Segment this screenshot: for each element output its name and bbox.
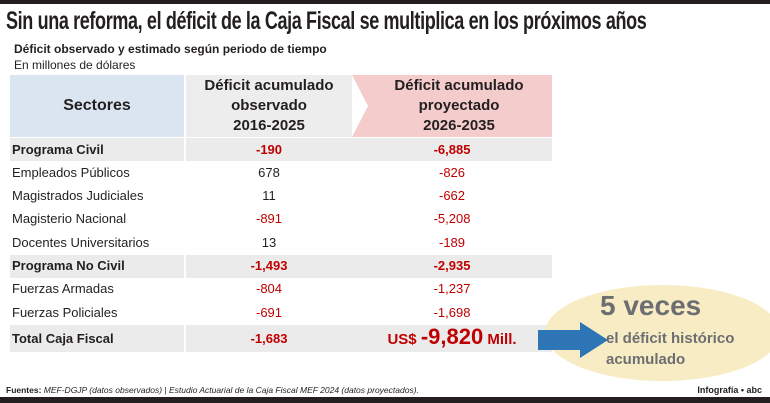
sector-cell: Magisterio Nacional bbox=[12, 211, 127, 227]
sector-cell: Programa No Civil bbox=[12, 258, 125, 273]
sector-cell: Docentes Universitarios bbox=[12, 234, 150, 250]
projected-cell: -2,935 bbox=[433, 258, 471, 273]
header-line: 2026-2035 bbox=[423, 117, 495, 134]
header-line: proyectado bbox=[418, 97, 500, 114]
unit-suffix: Mill. bbox=[487, 331, 517, 348]
observed-cell: -691 bbox=[255, 304, 283, 320]
source-text: MEF-DGJP (datos observados) | Estudio Ac… bbox=[41, 385, 419, 395]
page-title: Sin una reforma, el déficit de la Caja F… bbox=[6, 7, 647, 35]
projected-cell: -662 bbox=[438, 188, 466, 204]
observed-cell: -190 bbox=[255, 141, 283, 157]
callout-headline: 5 veces bbox=[600, 290, 702, 321]
table-row: Docentes Universitarios 13 -189 bbox=[10, 231, 552, 254]
table-row: Programa No Civil -1,493 -2,935 bbox=[10, 254, 552, 278]
table-row: Magisterio Nacional -891 -5,208 bbox=[10, 208, 552, 231]
projected-cell: -1,237 bbox=[433, 281, 471, 297]
projected-cell: -1,698 bbox=[433, 304, 471, 320]
header-observed: Déficit acumulado observado 2016-2025 bbox=[186, 75, 352, 137]
projected-cell: -5,208 bbox=[433, 211, 471, 227]
sector-cell: Magistrados Judiciales bbox=[12, 188, 144, 204]
projected-cell: -6,885 bbox=[433, 141, 471, 157]
table-row: Magistrados Judiciales 11 -662 bbox=[10, 185, 552, 208]
header-sectors: Sectores bbox=[10, 75, 184, 137]
source-note: Fuentes: MEF-DGJP (datos observados) | E… bbox=[6, 385, 419, 396]
sector-cell: Fuerzas Armadas bbox=[12, 281, 114, 297]
column-separator bbox=[184, 138, 186, 352]
callout-line: acumulado bbox=[606, 351, 686, 368]
arrow-right-icon bbox=[538, 322, 608, 358]
bottom-bar bbox=[0, 397, 770, 403]
currency-label: US$ bbox=[387, 331, 417, 348]
sector-cell: Fuerzas Policiales bbox=[12, 304, 118, 320]
total-projected-value: -9,820 bbox=[420, 324, 484, 349]
observed-cell: -1,493 bbox=[250, 258, 288, 273]
header-line: Déficit acumulado bbox=[204, 77, 334, 94]
top-bar bbox=[0, 0, 770, 4]
table-row: Fuerzas Armadas -804 -1,237 bbox=[10, 278, 552, 301]
observed-cell: 678 bbox=[258, 164, 280, 180]
sector-cell: Empleados Públicos bbox=[12, 164, 130, 180]
projected-cell: -826 bbox=[438, 164, 466, 180]
subtitle: Déficit observado y estimado según perio… bbox=[14, 42, 327, 56]
unit-label: En millones de dólares bbox=[14, 58, 136, 72]
total-projected: US$ -9,820 Mill. bbox=[352, 326, 552, 348]
total-row: Total Caja Fiscal -1,683 US$ -9,820 Mill… bbox=[10, 325, 552, 352]
source-label: Fuentes: bbox=[6, 385, 42, 395]
header-line: observado bbox=[231, 97, 307, 114]
observed-cell: 13 bbox=[261, 234, 277, 250]
observed-cell: 11 bbox=[262, 188, 276, 204]
sector-cell: Programa Civil bbox=[12, 141, 104, 157]
table-row: Empleados Públicos 678 -826 bbox=[10, 161, 552, 184]
callout-line: el déficit histórico bbox=[606, 330, 735, 347]
callout-text: el déficit histórico acumulado bbox=[606, 328, 734, 370]
credit: Infografía • abc bbox=[697, 385, 762, 395]
observed-cell: -804 bbox=[255, 281, 283, 297]
total-label: Total Caja Fiscal bbox=[12, 330, 114, 346]
total-observed: -1,683 bbox=[250, 330, 288, 346]
header-line: 2016-2025 bbox=[233, 117, 305, 134]
observed-cell: -891 bbox=[255, 211, 283, 227]
header-line: Déficit acumulado bbox=[394, 77, 524, 94]
projected-cell: -189 bbox=[438, 234, 466, 250]
table-row: Fuerzas Policiales -691 -1,698 bbox=[10, 301, 552, 324]
table-row: Programa Civil -190 -6,885 bbox=[10, 138, 552, 161]
header-projected: Déficit acumulado proyectado 2026-2035 bbox=[352, 75, 552, 137]
